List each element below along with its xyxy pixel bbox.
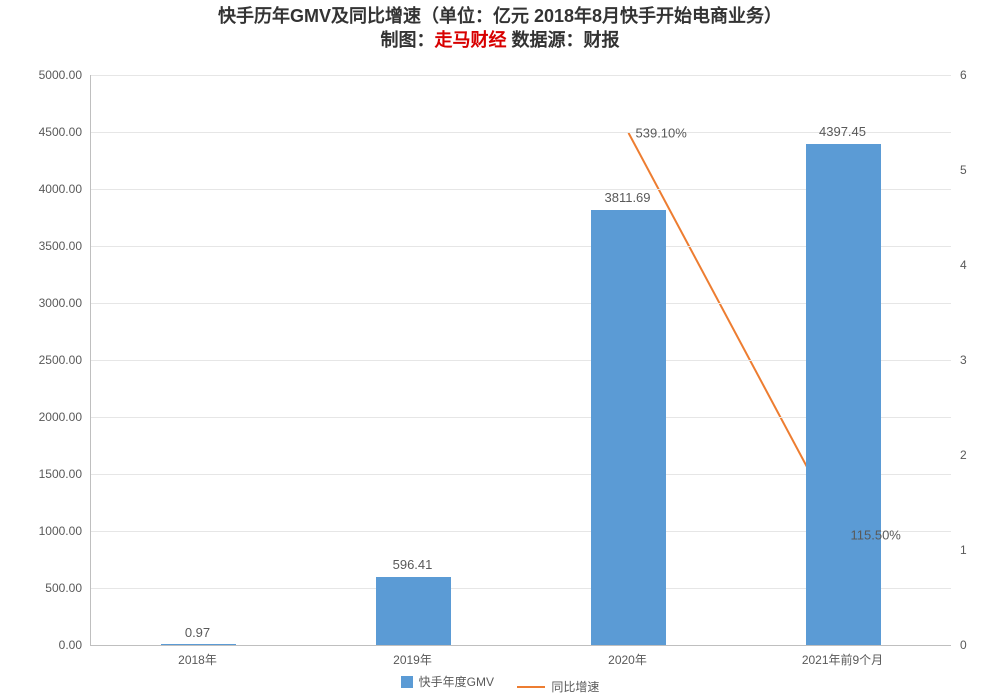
title-line-2: 制图：走马财经 数据源：财报 (0, 28, 1000, 52)
y-right-tick-label: 6 (960, 68, 967, 82)
legend-item-line: 同比增速 (517, 678, 599, 694)
line-value-label: 539.10% (636, 125, 687, 140)
y-left-tick-label: 2000.00 (20, 410, 82, 424)
y-right-tick-label: 3 (960, 353, 967, 367)
y-left-tick-label: 1000.00 (20, 524, 82, 538)
x-tick-label: 2020年 (608, 651, 647, 668)
y-left-tick-label: 3500.00 (20, 239, 82, 253)
x-tick-label: 2021年前9个月 (802, 651, 883, 668)
title-prefix: 制图： (380, 30, 434, 50)
y-left-tick-label: 500.00 (20, 581, 82, 595)
legend-label-bar: 快手年度GMV (419, 673, 494, 690)
y-left-tick-label: 3000.00 (20, 296, 82, 310)
legend-swatch-bar (401, 676, 413, 688)
bar-value-label: 4397.45 (819, 124, 866, 139)
y-left-tick-label: 4500.00 (20, 125, 82, 139)
gridline (91, 75, 951, 76)
title-red: 走马财经 (434, 30, 506, 50)
y-left-tick-label: 0.00 (20, 638, 82, 652)
bar-value-label: 3811.69 (604, 190, 650, 205)
y-right-tick-label: 2 (960, 448, 967, 462)
chart-root: 快手历年GMV及同比增速（单位：亿元 2018年8月快手开始电商业务） 制图：走… (0, 0, 1000, 694)
bar (806, 144, 881, 645)
y-right-tick-label: 5 (960, 163, 967, 177)
title-suffix: 数据源：财报 (506, 30, 619, 50)
bar (161, 644, 236, 645)
x-tick-label: 2018年 (178, 651, 217, 668)
x-tick-label: 2019年 (393, 651, 432, 668)
title-line-1: 快手历年GMV及同比增速（单位：亿元 2018年8月快手开始电商业务） (0, 4, 1000, 28)
bar-value-label: 596.41 (393, 557, 433, 572)
y-right-tick-label: 4 (960, 258, 967, 272)
legend: 快手年度GMV 同比增速 (0, 673, 1000, 694)
legend-item-bar: 快手年度GMV (401, 673, 494, 690)
y-right-tick-label: 1 (960, 543, 967, 557)
chart-title: 快手历年GMV及同比增速（单位：亿元 2018年8月快手开始电商业务） 制图：走… (0, 4, 1000, 53)
bar (376, 577, 451, 645)
y-left-tick-label: 1500.00 (20, 467, 82, 481)
y-left-tick-label: 5000.00 (20, 68, 82, 82)
y-right-tick-label: 0 (960, 638, 967, 652)
plot-area (90, 75, 951, 646)
y-left-tick-label: 4000.00 (20, 182, 82, 196)
legend-swatch-line (517, 686, 545, 688)
line-value-label: 115.50% (851, 528, 901, 543)
legend-label-line: 同比增速 (551, 678, 599, 694)
bar (591, 210, 666, 645)
y-left-tick-label: 2500.00 (20, 353, 82, 367)
bar-value-label: 0.97 (185, 625, 210, 640)
